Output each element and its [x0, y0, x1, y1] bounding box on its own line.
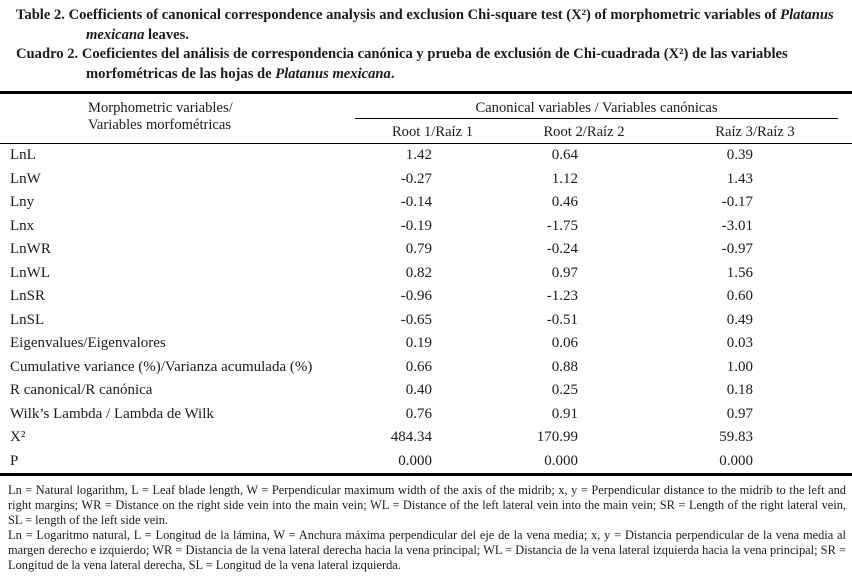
- cell-value: 170.99: [536, 429, 578, 446]
- table-footnotes: Ln = Natural logarithm, L = Leaf blade l…: [0, 476, 852, 572]
- cell-value: 0.82: [405, 264, 432, 281]
- cell-value: -0.96: [400, 288, 432, 305]
- table-row-chi-square: Χ² 484.34 170.99 59.83: [0, 426, 852, 450]
- table-header: Morphometric variables/ Variables morfom…: [0, 91, 852, 144]
- cell-value: -0.14: [400, 194, 432, 211]
- table-row-eigenvalues: Eigenvalues/Eigenvalores 0.19 0.06 0.03: [0, 332, 852, 356]
- column-header-root3: Raíz 3/Raíz 3: [715, 124, 795, 140]
- cell-value: 0.97: [551, 264, 578, 281]
- caption-en-text: Coefficients of canonical correspondence…: [64, 7, 781, 23]
- cell-value: 0.91: [551, 405, 578, 422]
- row-label: Lnx: [10, 217, 35, 234]
- cell-value: 0.79: [405, 241, 432, 258]
- cell-value: 0.97: [726, 405, 753, 422]
- table-body: LnL 1.42 0.64 0.39 LnW -0.27 1.12 1.43 L…: [0, 144, 852, 476]
- table-row-cumulative-variance: Cumulative variance (%)/Varianza acumula…: [0, 356, 852, 380]
- group-header: Canonical variables / Variables canónica…: [355, 94, 838, 119]
- cell-value: 1.12: [551, 170, 578, 187]
- cell-value: 0.19: [405, 335, 432, 352]
- cell-value: 0.60: [726, 288, 753, 305]
- row-label: Χ²: [10, 429, 26, 446]
- column-header-root2: Root 2/Raíz 2: [543, 124, 625, 140]
- cell-value: -3.01: [721, 217, 753, 234]
- cell-value: 0.000: [719, 452, 753, 469]
- cell-value: -0.17: [721, 194, 753, 211]
- cell-value: 1.00: [726, 358, 753, 375]
- caption-es-text: Coeficientes del análisis de corresponde…: [78, 46, 788, 82]
- row-label: P: [10, 452, 19, 469]
- row-label: R canonical/R canónica: [10, 382, 153, 399]
- cell-value: -0.24: [546, 241, 578, 258]
- row-label: LnSR: [10, 288, 46, 305]
- footnote-spanish: Ln = Logaritmo natural, L = Longitud de …: [8, 527, 846, 572]
- cell-value: 1.56: [726, 264, 753, 281]
- cell-value: 0.39: [726, 147, 753, 164]
- cell-value: 1.42: [405, 147, 432, 164]
- table-row-lnsr: LnSR -0.96 -1.23 0.60: [0, 285, 852, 309]
- species-name-en: Platanus mexicana: [86, 7, 834, 43]
- canonical-variables-header-group: Canonical variables / Variables canónica…: [355, 94, 852, 143]
- column-headers: Root 1/Raíz 1 Root 2/Raíz 2 Raíz 3/Raíz …: [355, 119, 852, 143]
- caption-spanish: Cuadro 2. Coeficientes del análisis de c…: [8, 45, 844, 84]
- row-label: LnWL: [10, 264, 50, 281]
- row-label: Wilk’s Lambda / Lambda de Wilk: [10, 405, 214, 422]
- cell-value: 0.88: [551, 358, 578, 375]
- caption-english: Table 2. Coefficients of canonical corre…: [8, 6, 844, 45]
- row-label: LnL: [10, 147, 36, 164]
- species-name-es: Platanus mexicana: [275, 65, 391, 82]
- table-row-lny: Lny -0.14 0.46 -0.17: [0, 191, 852, 215]
- table-row-lnsl: LnSL -0.65 -0.51 0.49: [0, 309, 852, 333]
- cell-value: 59.83: [719, 429, 753, 446]
- table-captions: Table 2. Coefficients of canonical corre…: [0, 0, 852, 88]
- row-label: LnWR: [10, 241, 51, 258]
- row-header-cell: Morphometric variables/ Variables morfom…: [0, 94, 355, 143]
- cell-value: -0.27: [400, 170, 432, 187]
- table-row-p-value: P 0.000 0.000 0.000: [0, 450, 852, 474]
- cell-value: 0.46: [551, 194, 578, 211]
- cell-value: -0.19: [400, 217, 432, 234]
- caption-es-label: Cuadro 2.: [16, 46, 79, 62]
- cell-value: 0.40: [405, 382, 432, 399]
- table-row-lnwl: LnWL 0.82 0.97 1.56: [0, 262, 852, 286]
- caption-en-label: Table 2.: [16, 7, 65, 23]
- cell-value: -1.75: [546, 217, 578, 234]
- cell-value: 0.18: [726, 382, 753, 399]
- cell-value: 0.64: [551, 147, 578, 164]
- row-label: Cumulative variance (%)/Varianza acumula…: [10, 358, 313, 375]
- cell-value: 0.06: [551, 335, 578, 352]
- row-label: Eigenvalues/Eigenvalores: [10, 335, 166, 352]
- cell-value: 0.76: [405, 405, 432, 422]
- cell-value: 0.000: [398, 452, 432, 469]
- cell-value: -0.65: [400, 311, 432, 328]
- row-label: LnSL: [10, 311, 45, 328]
- cell-value: 0.66: [405, 358, 432, 375]
- table-row-lnx: Lnx -0.19 -1.75 -3.01: [0, 215, 852, 239]
- cell-value: 0.000: [544, 452, 578, 469]
- row-label: LnW: [10, 170, 41, 187]
- table-row-lnw: LnW -0.27 1.12 1.43: [0, 168, 852, 192]
- cell-value: 0.03: [726, 335, 753, 352]
- column-header-root1: Root 1/Raíz 1: [391, 124, 474, 140]
- caption-en-after: leaves.: [144, 26, 189, 43]
- table-row-lnl: LnL 1.42 0.64 0.39: [0, 144, 852, 168]
- cell-value: 0.25: [551, 382, 578, 399]
- row-header-line1: Morphometric variables/: [88, 100, 233, 116]
- cell-value: -1.23: [546, 288, 578, 305]
- cell-value: 0.49: [726, 311, 753, 328]
- caption-es-after: .: [390, 65, 395, 82]
- row-label: Lny: [10, 194, 35, 211]
- cell-value: -0.51: [546, 311, 578, 328]
- table-row-lnwr: LnWR 0.79 -0.24 -0.97: [0, 238, 852, 262]
- cell-value: 484.34: [390, 429, 432, 446]
- table-row-wilks-lambda: Wilk’s Lambda / Lambda de Wilk 0.76 0.91…: [0, 403, 852, 427]
- table-row-r-canonical: R canonical/R canónica 0.40 0.25 0.18: [0, 379, 852, 403]
- footnote-english: Ln = Natural logarithm, L = Leaf blade l…: [8, 483, 846, 527]
- cell-value: 1.43: [726, 170, 753, 187]
- row-header-line2: Variables morfométricas: [88, 117, 232, 133]
- cell-value: -0.97: [721, 241, 753, 258]
